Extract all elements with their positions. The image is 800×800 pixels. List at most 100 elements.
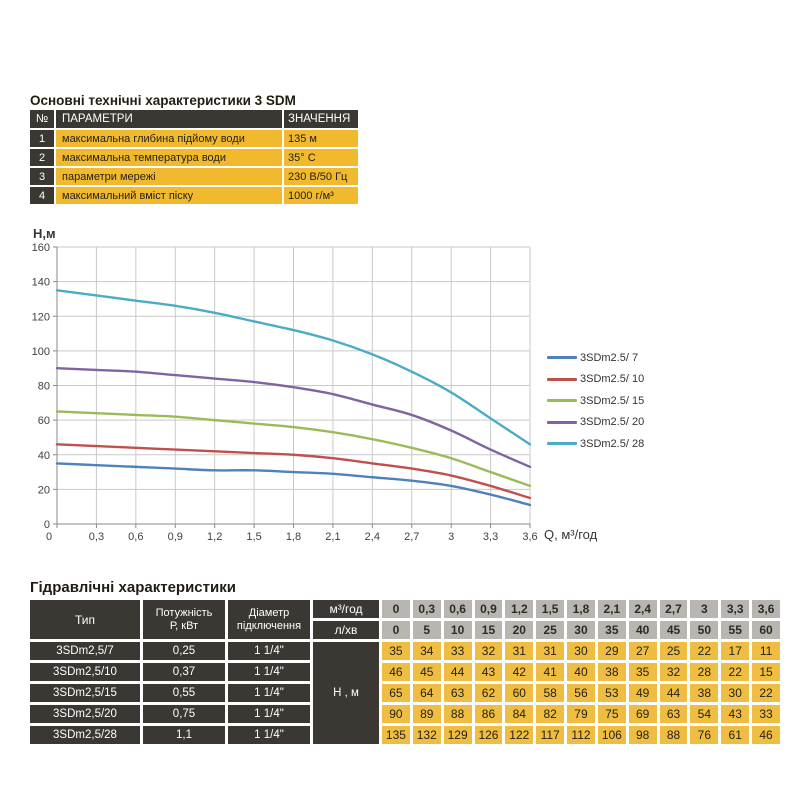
flow-value-cell: 3 [690,600,719,618]
head-value-cell: 88 [659,726,688,744]
legend-item: 3SDm2.5/ 7 [547,347,644,369]
legend-label: 3SDm2.5/ 28 [580,437,645,450]
head-value-cell: 46 [382,663,410,681]
row-number-cell: 3 [30,168,54,185]
head-value-cell: 40 [567,663,595,681]
flow-unit-label: м³/год [313,600,379,618]
legend-line-swatch [547,420,577,424]
power-cell: 0,25 [143,642,225,660]
hydro-row: 3SDm2,5/20 0,75 1 1/4" 90 89 88 86 84 82 79 75 69 63… [30,705,780,723]
head-value-cell: 82 [536,705,565,723]
head-value-cell: 42 [505,663,534,681]
flow-value-cell: 1,2 [505,600,534,618]
col-header-type: Тип [30,600,140,639]
hydro-row: 3SDm2,5/28 1,1 1 1/4" 135 132 129 126 122 117 112… [30,726,780,744]
lmin-value-cell: 60 [752,621,780,639]
head-value-cell: 43 [721,705,750,723]
legend-line-swatch [547,399,577,403]
head-value-cell: 56 [567,684,595,702]
head-value-cell: 89 [412,705,441,723]
x-tick-label: 1,2 [207,531,222,543]
legend-item: 3SDm2.5/ 20 [547,412,644,434]
x-tick-label: 0,3 [89,531,104,543]
spec-col-header-param: ПАРАМЕТРИ [56,110,282,128]
head-value-cell: 117 [536,726,565,744]
head-value-cell: 30 [721,684,750,702]
head-value-cell: 84 [505,705,534,723]
head-value-cell: 15 [752,663,780,681]
y-tick-label: 60 [38,415,50,427]
head-value-cell: 38 [597,663,626,681]
head-value-cell: 11 [752,642,780,660]
head-value-cell: 90 [382,705,410,723]
head-value-cell: 17 [721,642,750,660]
y-tick-label: 120 [32,311,50,323]
param-cell: максимальний вміст піску [56,187,282,204]
lmin-value-cell: 55 [721,621,750,639]
legend-line-swatch [547,377,577,381]
param-cell: максимальна глибина підйому води [56,130,282,147]
hydraulic-table: Тип Потужність Р, кВт Діаметр підключення м… [27,597,783,747]
lmin-value-cell: 15 [474,621,503,639]
col-header-diameter: Діаметр підключення [228,600,310,639]
x-tick-label: 2,1 [325,531,340,543]
y-tick-label: 140 [32,277,50,289]
x-tick-label: 1,8 [286,531,301,543]
head-value-cell: 126 [474,726,503,744]
head-value-cell: 31 [505,642,534,660]
head-value-cell: 61 [721,726,750,744]
lmin-value-cell: 25 [536,621,565,639]
y-tick-label: 0 [44,519,50,531]
flow-value-cell: 0 [382,600,410,618]
legend-item: 3SDm2.5/ 28 [547,433,644,455]
x-tick-label: 3 [448,531,454,543]
head-value-cell: 44 [443,663,472,681]
head-value-cell: 63 [659,705,688,723]
pump-type-cell: 3SDm2,5/15 [30,684,140,702]
legend-line-swatch [547,442,577,446]
head-value-cell: 75 [597,705,626,723]
x-tick-label: 2,7 [404,531,419,543]
head-value-cell: 135 [382,726,410,744]
x-tick-label: 3,6 [522,531,537,543]
pump-type-cell: 3SDm2,5/10 [30,663,140,681]
power-cell: 0,55 [143,684,225,702]
flow-value-cell: 2,1 [597,600,626,618]
head-value-cell: 79 [567,705,595,723]
head-value-cell: 64 [412,684,441,702]
x-axis-title: Q, м³/год [544,527,598,542]
flow-value-cell: 3,3 [721,600,750,618]
head-value-cell: 132 [412,726,441,744]
col-header-power: Потужність Р, кВт [143,600,225,639]
x-tick-label: 2,4 [365,531,380,543]
flow-value-cell: 0,9 [474,600,503,618]
head-value-cell: 49 [628,684,657,702]
param-cell: параметри мережі [56,168,282,185]
head-value-cell: 54 [690,705,719,723]
lmin-value-cell: 20 [505,621,534,639]
series-line [55,443,532,500]
head-value-cell: 88 [443,705,472,723]
head-value-cell: 60 [505,684,534,702]
lmin-value-cell: 5 [412,621,441,639]
spec-section-title: Основні технічні характеристики 3 SDM [30,93,296,108]
spec-col-header-value: ЗНАЧЕННЯ [284,110,358,128]
chart-legend: 3SDm2.5/ 7 3SDm2.5/ 10 3SDm2.5/ 15 3SDm2.5/… [547,347,644,455]
y-tick-label: 80 [38,381,50,393]
lmin-unit-label: л/хв [313,621,379,639]
head-value-cell: 43 [474,663,503,681]
flow-value-cell: 2,4 [628,600,657,618]
flow-value-cell: 0,6 [443,600,472,618]
spec-row: 1 максимальна глибина підйому води 135 м [30,130,358,147]
spec-row: 2 максимальна температура води 35° С [30,149,358,166]
head-value-cell: 53 [597,684,626,702]
series-line [55,366,532,469]
y-tick-label: 40 [38,450,50,462]
head-value-cell: 33 [443,642,472,660]
head-value-cell: 25 [659,642,688,660]
head-value-cell: 62 [474,684,503,702]
head-value-cell: 22 [721,663,750,681]
hydro-row: 3SDm2,5/15 0,55 1 1/4" 65 64 63 62 60 58 56 53 49 44… [30,684,780,702]
x-tick-label: 1,5 [246,531,261,543]
diameter-cell: 1 1/4" [228,726,310,744]
